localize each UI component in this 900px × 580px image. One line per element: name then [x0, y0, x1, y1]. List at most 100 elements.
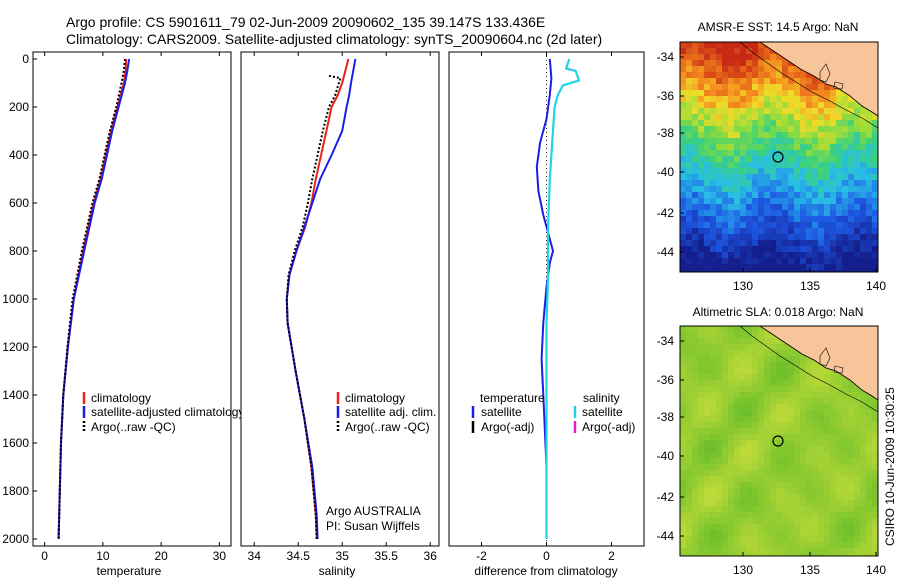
sla-cell: [782, 368, 788, 374]
sla-cell: [698, 386, 704, 392]
sst-cell: [866, 174, 872, 180]
sst-cell: [806, 138, 812, 144]
sla-cell: [740, 464, 746, 470]
sst-cell: [758, 186, 764, 192]
sst-cell: [812, 126, 818, 132]
sst-cell: [782, 174, 788, 180]
sst-cell: [842, 228, 848, 234]
sst-cell: [842, 192, 848, 198]
sst-cell: [842, 234, 848, 240]
sla-cell: [782, 530, 788, 536]
sla-cell: [692, 428, 698, 434]
sla-cell: [824, 506, 830, 512]
sst-cell: [722, 48, 728, 54]
sla-cell: [824, 446, 830, 452]
sla-cell: [806, 548, 812, 554]
sla-cell: [830, 446, 836, 452]
sst-cell: [680, 84, 686, 90]
sla-cell: [836, 398, 842, 404]
sst-cell: [806, 90, 812, 96]
sla-cell: [692, 446, 698, 452]
sst-cell: [788, 258, 794, 264]
sst-cell: [782, 162, 788, 168]
sst-cell: [854, 198, 860, 204]
sla-cell: [776, 386, 782, 392]
sla-cell: [776, 440, 782, 446]
sla-cell: [812, 482, 818, 488]
sst-cell: [746, 78, 752, 84]
sst-cell: [872, 192, 878, 198]
sla-cell: [800, 500, 806, 506]
sla-cell: [782, 482, 788, 488]
sst-cell: [704, 210, 710, 216]
sla-cell: [836, 428, 842, 434]
sla-cell: [854, 440, 860, 446]
sst-cell: [854, 270, 860, 272]
sla-cell: [734, 416, 740, 422]
sst-cell: [740, 138, 746, 144]
sst-cell: [836, 132, 842, 138]
sst-cell: [806, 72, 812, 78]
sst-cell: [776, 90, 782, 96]
sst-cell: [710, 234, 716, 240]
sla-cell: [854, 416, 860, 422]
sla-cell: [800, 464, 806, 470]
sla-cell: [776, 374, 782, 380]
sst-cell: [776, 192, 782, 198]
sla-cell: [782, 542, 788, 548]
sst-cell: [704, 42, 710, 48]
sst-cell: [728, 102, 734, 108]
sst-cell: [698, 72, 704, 78]
sla-cell: [776, 392, 782, 398]
sla-cell: [794, 398, 800, 404]
sla-cell: [710, 368, 716, 374]
sla-cell: [686, 512, 692, 518]
temperature-axes-box: [32, 51, 232, 547]
sst-cell: [764, 102, 770, 108]
sla-cell: [818, 386, 824, 392]
sst-cell: [716, 168, 722, 174]
sla-cell: [734, 458, 740, 464]
sst-cell: [686, 102, 692, 108]
sst-cell: [752, 168, 758, 174]
sla-cell: [686, 488, 692, 494]
sst-cell: [686, 204, 692, 210]
sla-cell: [800, 548, 806, 554]
sst-cell: [692, 216, 698, 222]
sst-cell: [722, 234, 728, 240]
sst-cell: [698, 96, 704, 102]
sla-cell: [692, 440, 698, 446]
sst-cell: [764, 228, 770, 234]
sst-cell: [782, 114, 788, 120]
sla-cell: [740, 530, 746, 536]
sst-cell: [704, 240, 710, 246]
sst-cell: [848, 138, 854, 144]
sst-cell: [872, 120, 878, 126]
sst-cell: [710, 162, 716, 168]
sst-cell: [704, 66, 710, 72]
sla-cell: [734, 428, 740, 434]
sla-cell: [746, 434, 752, 440]
sst-cell: [842, 270, 848, 272]
sst-cell: [746, 156, 752, 162]
sst-cell: [770, 54, 776, 60]
sst-cell: [776, 84, 782, 90]
sst-cell: [728, 168, 734, 174]
legend-label-argo: Argo(..raw -QC): [345, 420, 430, 434]
sla-cell: [812, 476, 818, 482]
sla-cell: [824, 524, 830, 530]
sst-cell: [824, 138, 830, 144]
sst-cell: [854, 258, 860, 264]
sla-cell: [782, 446, 788, 452]
sst-cell: [716, 120, 722, 126]
sst-cell: [836, 228, 842, 234]
credit-line1: Argo AUSTRALIA: [326, 504, 421, 518]
sla-cell: [860, 434, 866, 440]
sst-cell: [848, 150, 854, 156]
sla-cell: [872, 506, 878, 512]
sla-cell: [800, 530, 806, 536]
sst-cell: [848, 156, 854, 162]
sla-cell: [794, 554, 800, 556]
sst-cell: [824, 90, 830, 96]
sla-cell: [728, 518, 734, 524]
